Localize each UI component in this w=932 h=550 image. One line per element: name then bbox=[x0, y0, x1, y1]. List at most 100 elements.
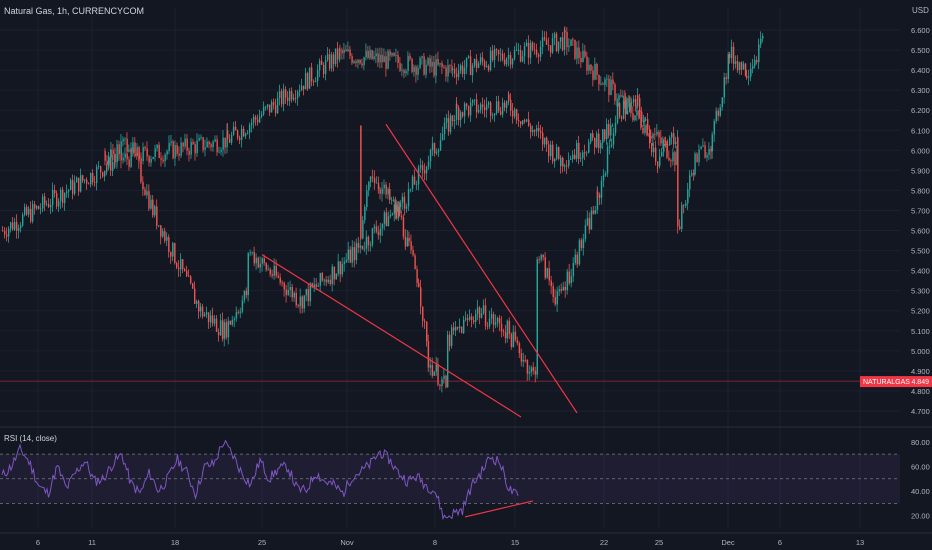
candle-body bbox=[516, 109, 518, 121]
candle-body bbox=[674, 152, 676, 166]
candle-body bbox=[717, 110, 720, 116]
candle-body bbox=[522, 359, 525, 362]
candle-body bbox=[136, 152, 138, 156]
candle-body bbox=[345, 49, 347, 52]
date-tick-label: 15 bbox=[511, 538, 519, 547]
candle-body bbox=[590, 210, 593, 230]
candle-body bbox=[293, 292, 295, 298]
candle-body bbox=[215, 318, 218, 332]
candle-body bbox=[90, 173, 92, 185]
candle-body bbox=[484, 305, 487, 326]
rsi-tick-label: 40.00 bbox=[911, 487, 930, 496]
candle-body bbox=[369, 244, 372, 246]
candle-body bbox=[14, 221, 16, 230]
candle-body bbox=[588, 142, 590, 153]
candle-body bbox=[385, 56, 387, 69]
candle-body bbox=[552, 286, 554, 297]
candle-body bbox=[150, 199, 152, 209]
candle-body bbox=[199, 306, 202, 312]
candle-body bbox=[371, 228, 374, 245]
candle-body bbox=[345, 259, 348, 262]
candle-body bbox=[553, 33, 556, 38]
candle-body bbox=[752, 65, 754, 69]
price-tick-label: 5.200 bbox=[911, 307, 930, 316]
candle-body bbox=[244, 133, 247, 137]
candle-body bbox=[208, 141, 210, 145]
candle-body bbox=[142, 181, 144, 190]
candle-body bbox=[128, 159, 130, 167]
candle-body bbox=[397, 206, 399, 212]
candle-body bbox=[693, 173, 695, 175]
candle-body bbox=[443, 67, 445, 68]
price-tick-label: 6.200 bbox=[911, 106, 930, 115]
candle-body bbox=[247, 253, 249, 285]
candle-body bbox=[679, 226, 681, 229]
candle-body bbox=[586, 56, 588, 71]
candle-body bbox=[360, 125, 362, 239]
candle-body bbox=[475, 313, 477, 322]
candle-body bbox=[528, 372, 531, 374]
candle-body bbox=[738, 62, 741, 71]
candle-body bbox=[290, 90, 293, 100]
candle-body bbox=[287, 290, 289, 295]
currency-label[interactable]: USD bbox=[912, 6, 929, 15]
candle-body bbox=[640, 117, 642, 128]
candle-body bbox=[267, 269, 269, 271]
candle-body bbox=[184, 269, 186, 272]
candle-body bbox=[385, 212, 388, 227]
candle-body bbox=[102, 172, 104, 177]
candle-body bbox=[708, 148, 710, 155]
trendline bbox=[385, 123, 578, 414]
candle-body bbox=[126, 138, 128, 152]
candle-body bbox=[259, 263, 261, 268]
candle-body bbox=[566, 31, 568, 48]
candle-body bbox=[174, 243, 176, 264]
candle-body bbox=[232, 126, 235, 135]
price-tick-label: 5.700 bbox=[911, 206, 930, 215]
candle-body bbox=[650, 143, 653, 153]
candle-body bbox=[459, 65, 462, 71]
candle-body bbox=[110, 149, 112, 158]
candle-body bbox=[174, 145, 176, 159]
candle-body bbox=[196, 140, 198, 154]
candle-body bbox=[320, 60, 323, 65]
candle-body bbox=[471, 65, 474, 76]
candle-body bbox=[732, 46, 735, 64]
candle-body bbox=[357, 243, 360, 248]
candle-body bbox=[433, 143, 436, 154]
candle-body bbox=[385, 184, 387, 195]
candle-body bbox=[282, 89, 285, 105]
candle-body bbox=[662, 140, 664, 144]
candle-body bbox=[534, 370, 537, 375]
candle-body bbox=[315, 284, 318, 287]
candle-body bbox=[584, 225, 587, 240]
candle-body bbox=[560, 289, 563, 291]
candle-body bbox=[233, 318, 236, 320]
candle-body bbox=[64, 193, 66, 203]
rsi-indicator-label[interactable]: RSI (14, close) bbox=[4, 434, 57, 443]
candle-body bbox=[389, 51, 391, 56]
candle-body bbox=[578, 142, 580, 159]
price-tick-label: 6.100 bbox=[911, 126, 930, 135]
candle-body bbox=[547, 44, 550, 46]
candle-body bbox=[198, 300, 200, 312]
candle-body bbox=[46, 204, 48, 205]
candle-body bbox=[449, 115, 452, 132]
rsi-trendline bbox=[464, 500, 534, 518]
candle-body bbox=[274, 105, 277, 114]
candle-body bbox=[542, 132, 544, 145]
candle-body bbox=[371, 176, 374, 179]
candle-body bbox=[564, 165, 566, 167]
candle-body bbox=[698, 149, 700, 163]
candle-body bbox=[491, 50, 494, 60]
candle-body bbox=[523, 46, 526, 57]
candle-body bbox=[194, 144, 196, 154]
candle-body bbox=[377, 182, 380, 190]
candle-body bbox=[441, 379, 443, 387]
candle-body bbox=[212, 141, 214, 148]
candle-body bbox=[369, 176, 372, 183]
candle-body bbox=[592, 70, 594, 80]
candle-body bbox=[476, 307, 479, 314]
candle-body bbox=[349, 249, 352, 263]
